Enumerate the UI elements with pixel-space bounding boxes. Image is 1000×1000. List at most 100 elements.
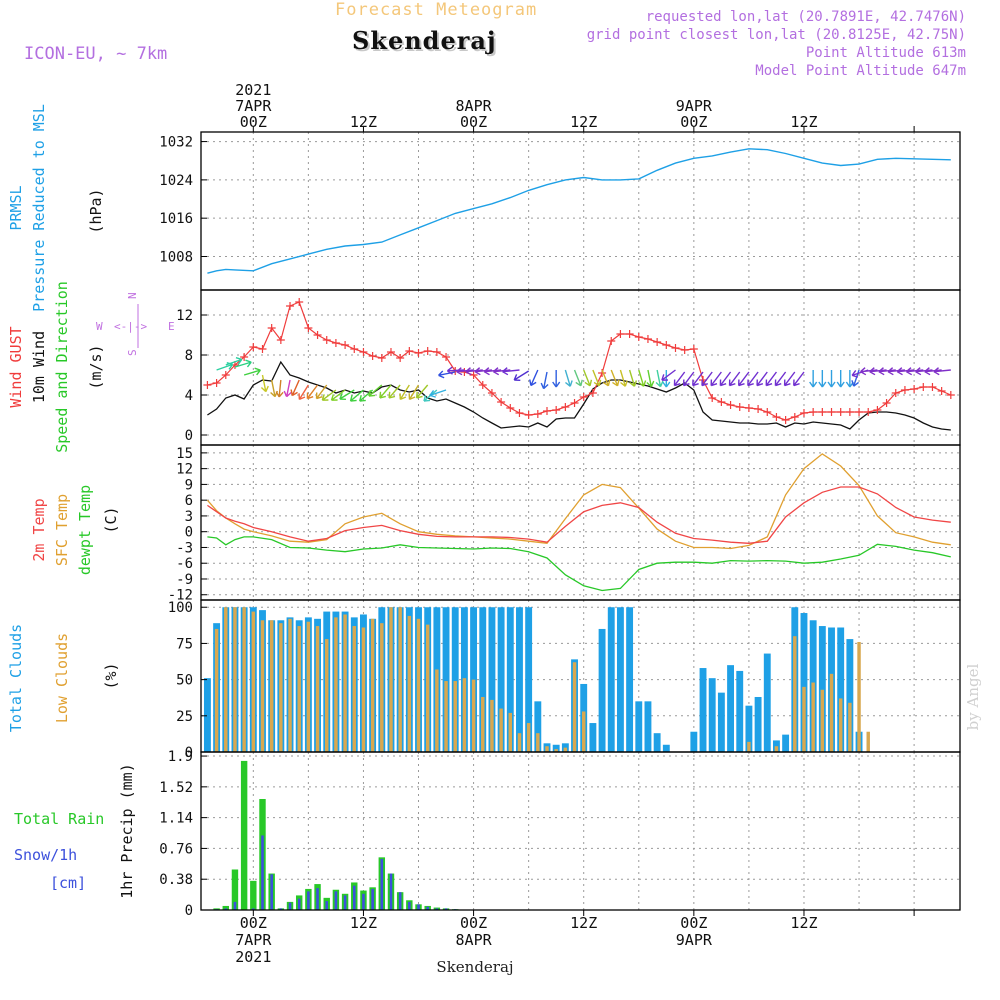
gust-marker — [735, 403, 744, 411]
wind-arrow — [783, 371, 796, 387]
temp-label-unit: (C) — [102, 506, 120, 533]
gust-marker — [781, 416, 790, 424]
wind-arrow — [851, 369, 860, 387]
wind-arrow — [225, 357, 243, 366]
wind-arrow — [540, 371, 549, 390]
total-cloud-bar — [653, 733, 661, 752]
wind-arrow — [283, 379, 292, 398]
total-cloud-bar — [552, 744, 560, 752]
gust-marker — [368, 352, 377, 360]
snow-bar — [252, 908, 255, 910]
gust-marker — [726, 401, 735, 409]
gust-marker — [754, 405, 763, 413]
low-cloud-bar — [499, 708, 503, 752]
total-cloud-bar — [516, 607, 523, 752]
snow-bar — [334, 891, 338, 910]
low-cloud-bar — [820, 689, 825, 752]
low-cloud-bar — [214, 628, 219, 752]
low-cloud-bar — [416, 618, 421, 752]
compass-west: W — [96, 320, 103, 333]
gust-marker — [487, 389, 496, 397]
bottom-time-label: 00Z — [460, 914, 487, 932]
gust-marker — [249, 343, 258, 351]
temp-label-sfc: SFC Temp — [53, 494, 71, 566]
gust-marker — [634, 333, 643, 341]
temperature-tick-label: -3 — [176, 540, 193, 556]
wind-arrow — [774, 371, 787, 387]
watermark-text: by Angel — [964, 663, 982, 730]
gust-marker — [671, 344, 680, 352]
low-cloud-bar — [526, 723, 531, 752]
low-cloud-bar — [425, 624, 430, 752]
gust-line — [207, 301, 952, 421]
wind-label-direction: Speed and Direction — [53, 281, 71, 453]
total-cloud-bar — [708, 678, 716, 752]
wind-arrow — [619, 369, 628, 387]
gust-marker — [744, 404, 753, 412]
total-cloud-bar — [717, 692, 725, 752]
wind-arrow — [818, 370, 827, 388]
total-cloud-bar — [607, 607, 615, 752]
low-cloud-bar — [848, 702, 852, 752]
gust-marker — [882, 399, 891, 407]
low-cloud-bar — [288, 618, 292, 752]
top-time-label: 2021 — [235, 81, 271, 99]
wind-arrow — [638, 369, 647, 387]
pressure-tick-label: 1016 — [159, 211, 193, 227]
snow-bar — [426, 906, 429, 910]
gust-marker — [772, 413, 781, 421]
total-cloud-bar — [488, 607, 496, 752]
precip-tick-label: 1.9 — [168, 749, 193, 765]
low-cloud-bar — [517, 733, 522, 752]
gust-marker — [928, 383, 937, 391]
snow-bar — [380, 858, 384, 910]
low-cloud-bar — [536, 733, 540, 752]
gust-marker — [579, 393, 588, 401]
wind-arrow — [836, 370, 845, 388]
total-cloud-bar — [626, 607, 634, 752]
wind-arrow — [827, 370, 836, 388]
wind-label-gust: Wind GUST — [7, 326, 25, 407]
total-cloud-bar — [763, 653, 771, 752]
gust-marker — [442, 353, 451, 361]
low-cloud-bar — [545, 746, 549, 752]
bottom-time-label: 00Z — [680, 914, 707, 932]
temp-label-2m: 2m Temp — [30, 498, 48, 561]
wind-arrow — [860, 367, 878, 376]
compass-south: S — [126, 349, 139, 356]
top-time-label: 12Z — [350, 113, 377, 131]
wind-arrow — [845, 370, 854, 388]
wind-tick-label: 4 — [185, 388, 193, 404]
snow-bar — [224, 908, 228, 910]
low-cloud-bar — [838, 698, 843, 752]
gust-marker — [588, 389, 597, 397]
wind-arrow — [315, 384, 328, 400]
pressure-tick-label: 1024 — [159, 173, 193, 189]
gust-marker — [212, 379, 221, 387]
low-cloud-bar — [857, 641, 861, 752]
bottom-time-label: 12Z — [570, 914, 597, 932]
gust-marker — [203, 381, 212, 389]
snow-bar — [316, 888, 319, 910]
gust-marker — [515, 409, 524, 417]
gust-marker — [643, 335, 652, 343]
gust-marker — [396, 354, 405, 362]
wind-arrow — [321, 389, 337, 401]
wind-label-10m: 10m Wind — [30, 331, 48, 403]
wind-speed-line — [207, 360, 951, 431]
precip-label-cm: [cm] — [50, 874, 86, 892]
temperature-tick-label: 9 — [185, 477, 193, 493]
snow-bar — [444, 908, 448, 910]
precip-label-snow: Snow/1h — [14, 846, 77, 864]
top-time-label: 00Z — [680, 113, 707, 131]
total-cloud-bar — [616, 607, 624, 752]
gust-marker — [845, 408, 854, 416]
low-cloud-bar — [554, 749, 558, 752]
gust-marker — [708, 394, 717, 402]
wind-arrow — [456, 367, 474, 376]
rain-bar — [240, 760, 248, 910]
gust-marker — [799, 409, 808, 417]
precip-frame — [200, 751, 961, 911]
wind-arrow — [573, 369, 583, 387]
